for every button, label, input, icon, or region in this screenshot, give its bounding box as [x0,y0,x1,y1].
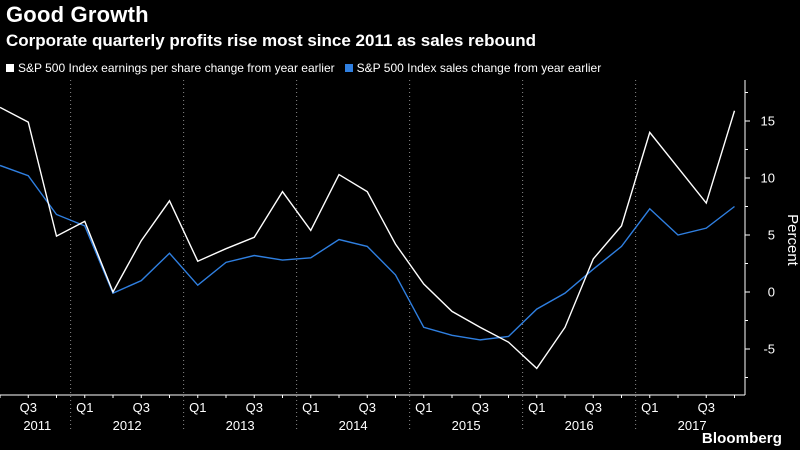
x-year-label: 2013 [226,418,255,433]
y-tick-label: 15 [761,114,775,129]
y-tick-label: 5 [768,228,775,243]
y-tick-label: -5 [763,342,775,357]
y-axis-label: Percent [784,214,800,267]
legend-label-sales: S&P 500 Index sales change from year ear… [356,61,602,75]
x-quarter-label: Q3 [20,400,37,415]
y-tick-label: 10 [761,171,775,186]
x-quarter-label: Q1 [528,400,545,415]
x-year-label: 2015 [452,418,481,433]
legend-item-eps: S&P 500 Index earnings per share change … [6,61,335,75]
x-year-label: 2017 [678,418,707,433]
chart-subtitle: Corporate quarterly profits rise most si… [6,31,537,50]
series-line-sales [0,164,735,341]
x-quarter-label: Q1 [76,400,93,415]
x-year-label: 2016 [565,418,594,433]
x-quarter-label: Q1 [189,400,206,415]
bloomberg-logo: Bloomberg [701,430,782,447]
legend-swatch-sales [344,64,353,72]
x-quarter-label: Q3 [133,400,150,415]
legend-label-eps: S&P 500 Index earnings per share change … [18,61,335,75]
x-quarter-label: Q1 [415,400,432,415]
x-quarter-label: Q3 [698,400,715,415]
legend: S&P 500 Index earnings per share change … [6,61,611,75]
x-year-label: 2014 [339,418,368,433]
series-line-eps [0,106,736,370]
x-quarter-label: Q1 [302,400,319,415]
legend-swatch-eps [6,64,14,72]
x-quarter-label: Q1 [641,400,658,415]
x-quarter-label: Q3 [359,400,376,415]
x-quarter-label: Q3 [585,400,602,415]
y-tick-label: 0 [768,285,775,300]
x-quarter-label: Q3 [246,400,263,415]
x-year-label: 2012 [113,418,142,433]
chart-title: Good Growth [6,2,149,27]
legend-item-sales: S&P 500 Index sales change from year ear… [344,61,602,75]
x-quarter-label: Q3 [472,400,489,415]
x-year-label: 2011 [23,418,51,433]
